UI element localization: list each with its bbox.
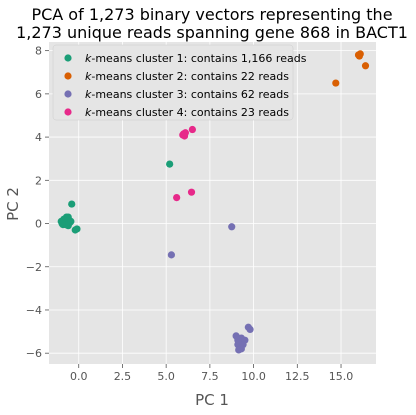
x-axis-label: PC 1	[195, 391, 229, 409]
cluster-4-point	[173, 193, 181, 202]
x-tick-label: 10.0	[241, 370, 266, 383]
cluster-1-point	[58, 219, 66, 228]
x-tick-label: 2.5	[114, 370, 132, 383]
legend-label-cluster-4: k-means cluster 4: contains 23 reads	[85, 106, 289, 119]
cluster-1-point	[67, 217, 75, 225]
legend-k-italic: k	[85, 88, 92, 101]
cluster-3-point	[234, 336, 242, 344]
y-tick-label: −4	[26, 304, 42, 317]
y-tick-label: 6	[35, 88, 42, 101]
y-tick-label: 8	[35, 45, 42, 58]
x-tick-label: 12.5	[285, 370, 310, 383]
legend-marker-cluster-2	[64, 72, 72, 80]
tick-layer: 0.0 2.5 5.0 7.5 10.0 12.5 15.0 −6 −4 −2 0 2 4 6 8	[26, 45, 353, 383]
cluster-2-point	[355, 52, 363, 60]
cluster-1-point	[68, 200, 76, 208]
cluster-3-point	[228, 223, 236, 231]
legend-k-italic: k	[85, 106, 92, 119]
cluster-2-point	[361, 62, 370, 70]
cluster-2-point	[332, 79, 340, 87]
legend-marker-cluster-4	[64, 108, 72, 116]
legend-marker-cluster-3	[64, 90, 72, 98]
y-axis-label: PC 2	[4, 187, 22, 221]
x-tick-label: 7.5	[201, 370, 219, 383]
x-tick-label: 5.0	[157, 370, 175, 383]
legend-label-text: -means cluster 2: contains 22 reads	[91, 70, 289, 83]
cluster-4-point	[187, 188, 196, 196]
cluster-1-point	[73, 225, 81, 233]
legend-label-cluster-1: k-means cluster 1: contains 1,166 reads	[85, 52, 307, 65]
cluster-4-point	[188, 125, 196, 134]
legend-label-text: -means cluster 4: contains 23 reads	[91, 106, 289, 119]
cluster-3-point	[167, 251, 176, 259]
legend-k-italic: k	[85, 52, 92, 65]
y-tick-label: −2	[26, 261, 42, 274]
legend-label-cluster-3: k-means cluster 3: contains 62 reads	[85, 88, 289, 101]
legend: k-means cluster 1: contains 1,166 readsk…	[52, 44, 307, 121]
legend-box	[52, 44, 294, 121]
legend-label-text: -means cluster 1: contains 1,166 reads	[91, 52, 306, 65]
chart-title-line2: 1,273 unique reads spanning gene 868 in …	[16, 23, 408, 42]
cluster-4-point	[181, 129, 189, 137]
points-layer	[57, 50, 370, 354]
legend-label-cluster-2: k-means cluster 2: contains 22 reads	[85, 70, 289, 83]
x-tick-label: 0.0	[70, 370, 88, 383]
legend-marker-cluster-1	[64, 54, 72, 62]
y-tick-label: 2	[35, 174, 42, 187]
legend-k-italic: k	[85, 70, 92, 83]
legend-label-text: -means cluster 3: contains 62 reads	[91, 88, 289, 101]
cluster-1-point	[166, 160, 174, 168]
y-tick-label: −6	[26, 347, 42, 360]
y-tick-label: 4	[35, 131, 42, 144]
y-tick-label: 0	[35, 218, 42, 231]
cluster-3-point	[239, 340, 247, 349]
chart-title-line1: PCA of 1,273 binary vectors representing…	[31, 5, 392, 24]
x-tick-label: 15.0	[329, 370, 354, 383]
cluster-3-point	[246, 325, 254, 334]
